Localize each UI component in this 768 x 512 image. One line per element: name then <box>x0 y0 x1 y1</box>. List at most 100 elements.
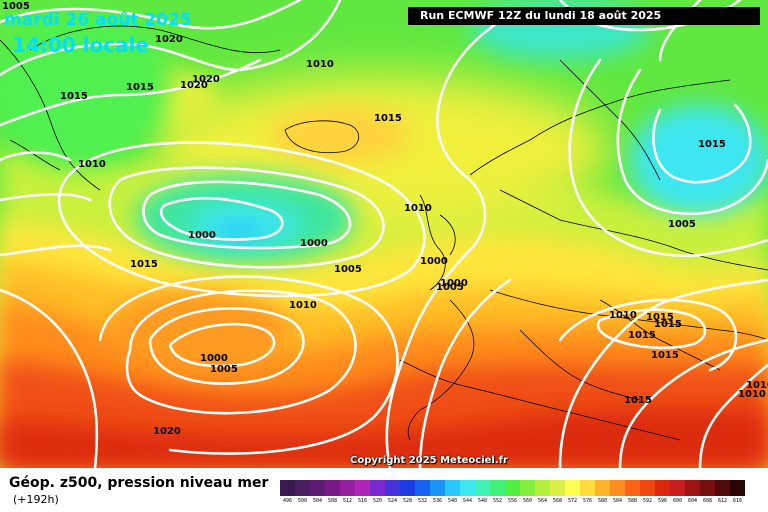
pressure-label: 1010 <box>738 389 766 400</box>
pressure-label: 1010 <box>78 159 106 170</box>
scale-label: 572 <box>567 498 578 504</box>
scale-label: 532 <box>417 498 428 504</box>
pressure-label: 1015 <box>60 91 88 102</box>
pressure-label: 1005 <box>210 364 238 375</box>
scale-swatch: 552 <box>490 480 505 504</box>
pressure-label: 1015 <box>130 259 158 270</box>
pressure-label: 1010 <box>306 59 334 70</box>
scale-label: 584 <box>612 498 623 504</box>
scale-swatch: 524 <box>385 480 400 504</box>
pressure-label: 1015 <box>651 350 679 361</box>
scale-label: 536 <box>432 498 443 504</box>
scale-label: 564 <box>537 498 548 504</box>
scale-swatch: 568 <box>550 480 565 504</box>
pressure-label: 1015 <box>646 312 674 323</box>
forecast-time: 14:00 locale <box>12 33 149 57</box>
coastlines <box>0 25 768 441</box>
scale-swatch: 520 <box>370 480 385 504</box>
forecast-date: mardi 26 août 2025 <box>4 10 192 30</box>
scale-label: 508 <box>327 498 338 504</box>
pressure-label: 1015 <box>624 395 652 406</box>
scale-label: 560 <box>522 498 533 504</box>
pressure-labels: 1005 1020 1010 1015 1020 1015 1020 1015 … <box>2 1 768 437</box>
scale-label: 552 <box>492 498 503 504</box>
scale-swatch: 508 <box>325 480 340 504</box>
scale-label: 604 <box>687 498 698 504</box>
scale-swatch: 584 <box>610 480 625 504</box>
scale-swatch: 604 <box>685 480 700 504</box>
legend-subtitle: (+192h) <box>13 493 59 506</box>
scale-swatch: 556 <box>505 480 520 504</box>
scale-label: 528 <box>402 498 413 504</box>
pressure-label: 1010 <box>404 203 432 214</box>
scale-swatch: 544 <box>460 480 475 504</box>
pressure-label: 1000 <box>420 256 448 267</box>
scale-label: 616 <box>732 498 743 504</box>
scale-swatch: 572 <box>565 480 580 504</box>
scale-swatch: 608 <box>700 480 715 504</box>
scale-swatch: 540 <box>445 480 460 504</box>
scale-swatch: 592 <box>640 480 655 504</box>
scale-label: 544 <box>462 498 473 504</box>
legend-title: Géop. z500, pression niveau mer <box>9 475 269 491</box>
color-scale: 496 500 504 508 512 516 520 524 528 532 536 540 544 5… <box>280 480 745 504</box>
scale-swatch: 532 <box>415 480 430 504</box>
scale-label: 556 <box>507 498 518 504</box>
scale-label: 496 <box>282 498 293 504</box>
scale-label: 500 <box>297 498 308 504</box>
scale-swatch: 512 <box>340 480 355 504</box>
scale-swatch: 588 <box>625 480 640 504</box>
scale-label: 524 <box>387 498 398 504</box>
scale-swatch: 548 <box>475 480 490 504</box>
pressure-label: 1015 <box>628 330 656 341</box>
legend-footer: Géop. z500, pression niveau mer (+192h) … <box>0 468 768 512</box>
pressure-label: 1000 <box>200 353 228 364</box>
scale-swatch: 504 <box>310 480 325 504</box>
pressure-label: 1005 <box>668 219 696 230</box>
scale-label: 568 <box>552 498 563 504</box>
model-run-banner: Run ECMWF 12Z du lundi 18 août 2025 <box>408 7 760 25</box>
copyright-notice: Copyright 2025 Meteociel.fr <box>350 455 508 466</box>
pressure-label: 1000 <box>440 278 468 289</box>
pressure-label: 1020 <box>192 74 220 85</box>
scale-swatch: 500 <box>295 480 310 504</box>
pressure-label: 1015 <box>698 139 726 150</box>
pressure-label: 1000 <box>300 238 328 249</box>
scale-swatch: 496 <box>280 480 295 504</box>
pressure-label: 1020 <box>153 426 181 437</box>
pressure-label: 1020 <box>180 80 208 91</box>
pressure-label: 1005 <box>436 282 464 293</box>
scale-swatch: 528 <box>400 480 415 504</box>
scale-swatch: 612 <box>715 480 730 504</box>
scale-swatch: 536 <box>430 480 445 504</box>
scale-label: 516 <box>357 498 368 504</box>
scale-label: 548 <box>477 498 488 504</box>
scale-label: 576 <box>582 498 593 504</box>
pressure-label: 1020 <box>155 34 183 45</box>
scale-swatch: 560 <box>520 480 535 504</box>
pressure-label: 1005 <box>334 264 362 275</box>
geopotential-map: 1005 1020 1010 1015 1020 1015 1020 1015 … <box>0 0 768 468</box>
pressure-label: 1010 <box>289 300 317 311</box>
scale-label: 596 <box>657 498 668 504</box>
pressure-label: 1010 <box>746 380 768 391</box>
scale-swatch: 616 <box>730 480 745 504</box>
scale-label: 580 <box>597 498 608 504</box>
pressure-label: 1000 <box>188 230 216 241</box>
scale-swatch: 516 <box>355 480 370 504</box>
pressure-label: 1015 <box>654 319 682 330</box>
scale-label: 608 <box>702 498 713 504</box>
pressure-label: 1010 <box>609 310 637 321</box>
pressure-label: 1015 <box>374 113 402 124</box>
scale-label: 520 <box>372 498 383 504</box>
scale-swatch: 580 <box>595 480 610 504</box>
pressure-label: 1015 <box>126 82 154 93</box>
scale-label: 612 <box>717 498 728 504</box>
scale-label: 540 <box>447 498 458 504</box>
scale-label: 588 <box>627 498 638 504</box>
pressure-label: 1005 <box>2 1 30 12</box>
scale-label: 592 <box>642 498 653 504</box>
scale-swatch: 564 <box>535 480 550 504</box>
scale-swatch: 596 <box>655 480 670 504</box>
